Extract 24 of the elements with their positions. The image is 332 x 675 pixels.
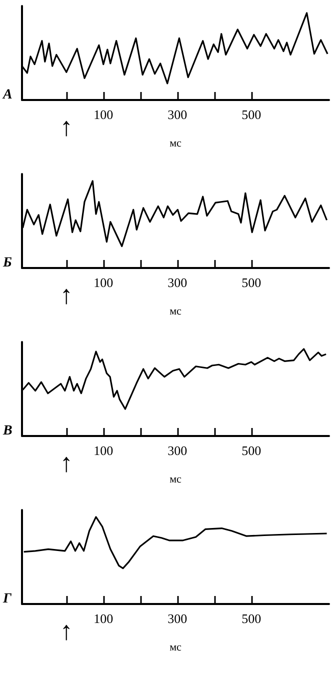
text: ↑	[60, 616, 73, 646]
x-tick-label: 300	[168, 611, 188, 626]
y-axis-title: Б	[2, 256, 12, 270]
x-tick-label: 100	[94, 107, 114, 122]
y-axis-title: А	[2, 88, 12, 102]
x-tick-label: 500	[242, 107, 262, 122]
x-axis-title: мс	[170, 306, 182, 318]
x-axis-title: мс	[170, 474, 182, 486]
x-axis-title: мс	[170, 642, 182, 654]
x-tick-label: 100	[94, 443, 114, 458]
text: ↑	[60, 448, 73, 478]
x-tick-label: 300	[168, 107, 188, 122]
x-tick-label: 500	[242, 611, 262, 626]
x-axis-title: мс	[170, 138, 182, 150]
x-tick-label: 500	[242, 275, 262, 290]
text: ↑	[60, 280, 73, 310]
y-axis-title: Г	[2, 592, 12, 606]
x-tick-label: 300	[168, 275, 188, 290]
x-tick-label: 100	[94, 275, 114, 290]
x-tick-label: 100	[94, 611, 114, 626]
text: ↑	[60, 112, 73, 142]
x-tick-label: 500	[242, 443, 262, 458]
x-tick-label: 300	[168, 443, 188, 458]
y-axis-title: В	[2, 424, 12, 438]
